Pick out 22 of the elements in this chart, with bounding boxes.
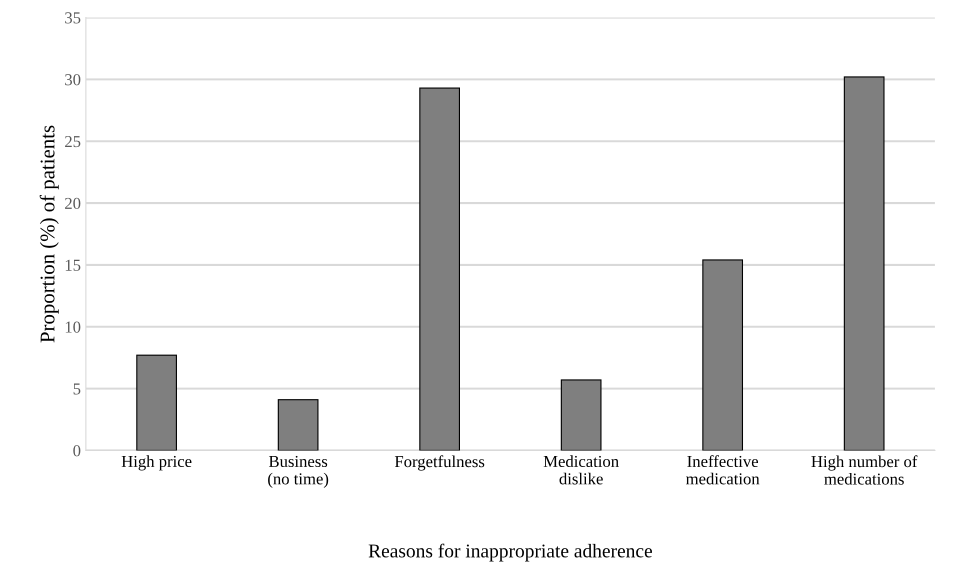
y-tick-label: 30 [65, 74, 80, 86]
x-axis-title: Reasons for inappropriate adherence [368, 544, 652, 562]
x-tick-label: High number of medications [811, 455, 918, 485]
y-tick-label: 35 [65, 12, 80, 24]
bar [278, 399, 318, 450]
x-tick-label: Business (no time) [268, 456, 328, 488]
bar [560, 379, 602, 450]
x-tick-label: High price [122, 455, 192, 470]
x-tick-label: Ineffective medication [686, 455, 760, 484]
y-tick-label: 0 [73, 445, 80, 456]
bar [702, 259, 744, 450]
bar [844, 76, 885, 450]
y-tick-label: 25 [65, 136, 80, 148]
y-axis-title: Proportion (%) of patients [40, 126, 59, 342]
bar [136, 354, 177, 450]
bar [419, 87, 460, 450]
y-tick-label: 20 [65, 198, 80, 210]
y-tick-label: 15 [66, 260, 80, 271]
x-tick-label: Forgetfulness [394, 455, 484, 471]
y-tick-label: 10 [66, 321, 80, 333]
y-tick-label: 5 [74, 383, 80, 395]
x-tick-label: Medication dislike [544, 455, 619, 484]
